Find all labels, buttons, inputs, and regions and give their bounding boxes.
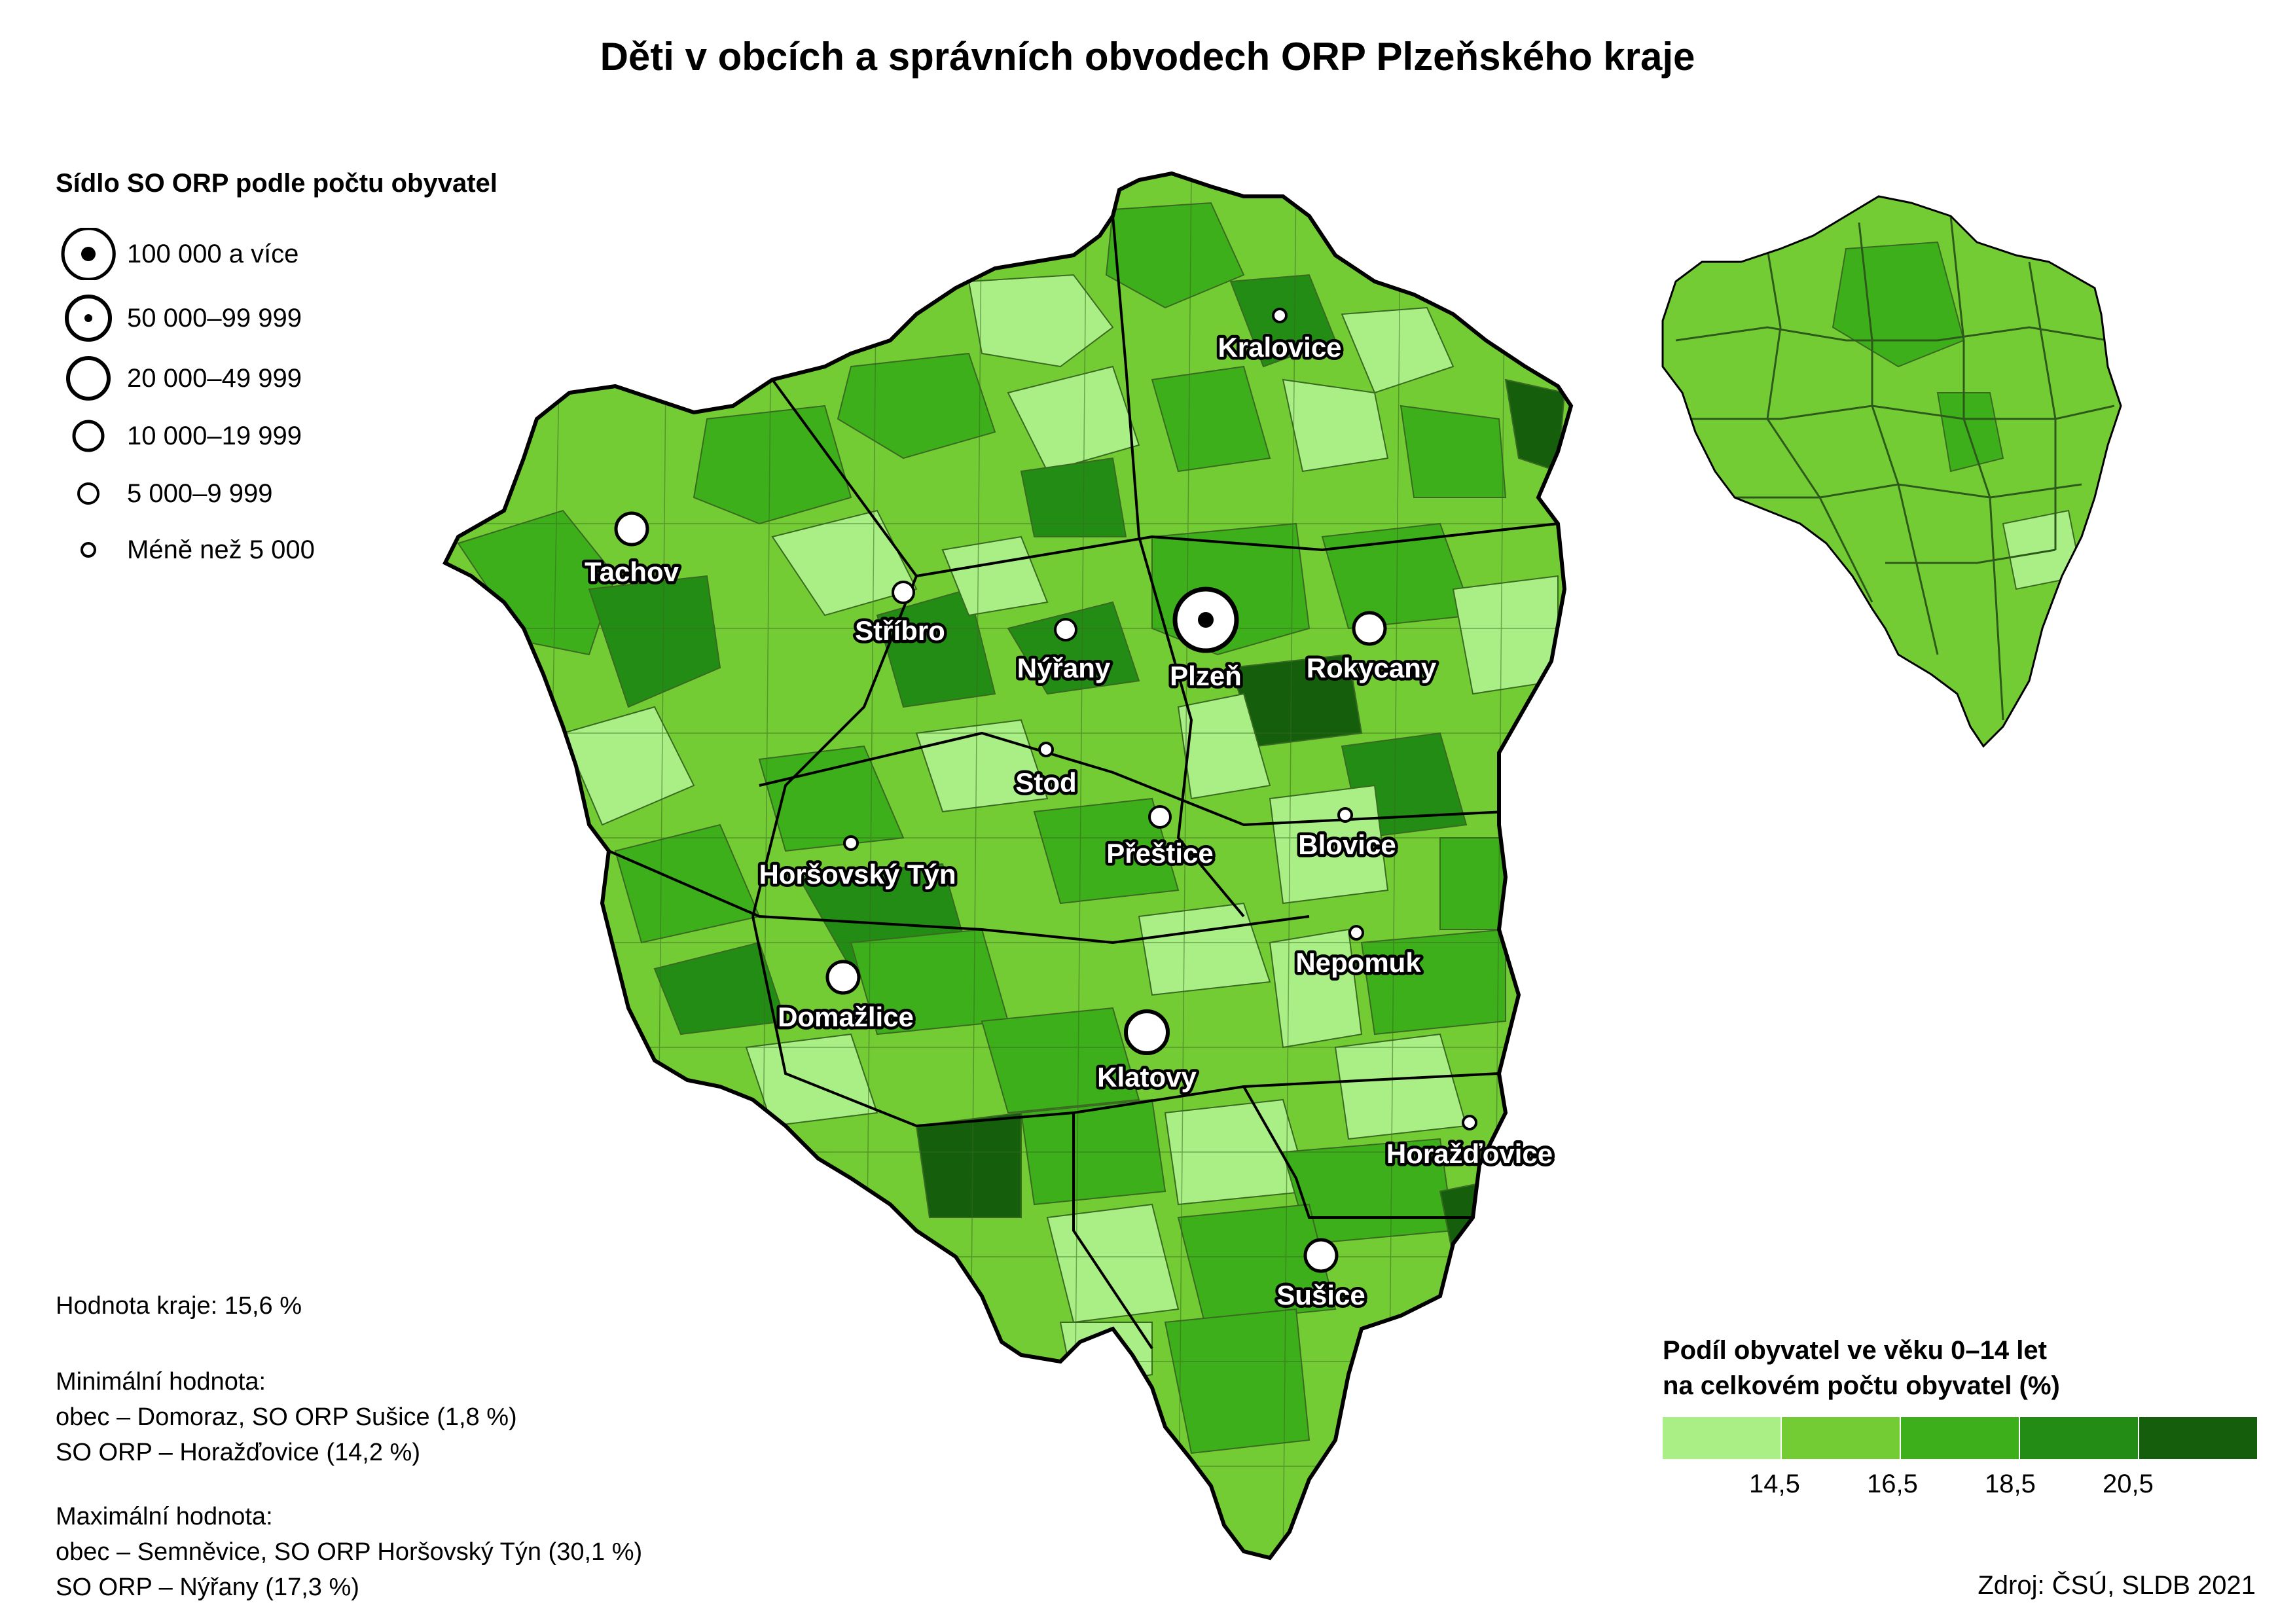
class-break-2: 16,5 (1867, 1470, 1918, 1498)
city-circle-m-icon (52, 467, 124, 520)
size-legend-label: 100 000 a více (127, 239, 299, 268)
city-label-rokycany: Rokycany (1307, 653, 1437, 683)
size-legend-label: 50 000–99 999 (127, 303, 302, 333)
city-circle-xl-icon (52, 352, 124, 405)
city-label-kralovice: Kralovice (1218, 332, 1341, 363)
city-label-stod: Stod (1015, 767, 1076, 798)
stats-region: Hodnota kraje: 15,6 % (56, 1292, 302, 1320)
size-legend-item: 50 000–99 999 (52, 292, 302, 344)
class-box-2 (1782, 1417, 1901, 1459)
class-break-3: 18,5 (1985, 1470, 2036, 1498)
size-legend-label: 10 000–19 999 (127, 421, 302, 450)
city-symbol-large-icon (52, 228, 124, 280)
class-legend-scale (1663, 1417, 2257, 1459)
city-circle-l-icon (52, 410, 124, 462)
city-symbol-tachov (614, 511, 649, 547)
size-legend-item: 100 000 a více (52, 228, 298, 280)
city-label-plzen: Plzeň (1170, 660, 1242, 691)
stats-max-obec: obec – Semněvice, SO ORP Horšovský Týn (… (56, 1538, 643, 1566)
class-box-4 (2020, 1417, 2139, 1459)
city-symbol-stod (1038, 742, 1054, 757)
city-symbol-kralovice (1272, 308, 1288, 323)
city-symbol-horazdovice (1462, 1115, 1477, 1130)
stats-min-orp: SO ORP – Horažďovice (14,2 %) (56, 1439, 420, 1466)
city-circle-s-icon (52, 524, 124, 576)
class-break-1: 14,5 (1749, 1470, 1800, 1498)
stats-max-orp: SO ORP – Nýřany (17,3 %) (56, 1574, 359, 1601)
city-symbol-plzen (1172, 586, 1239, 653)
class-legend-title-line1: Podíl obyvatel ve věku 0–14 let (1663, 1336, 2047, 1365)
size-legend-label: Méně než 5 000 (127, 535, 315, 564)
city-symbol-susice (1303, 1238, 1339, 1273)
stats-min-title: Minimální hodnota: (56, 1368, 266, 1396)
size-legend-title: Sídlo SO ORP podle počtu obyvatel (56, 169, 497, 198)
city-symbols (614, 308, 1477, 1273)
class-box-1 (1663, 1417, 1782, 1459)
stats-max-block: Maximální hodnota: obec – Semněvice, SO … (56, 1499, 642, 1605)
size-legend-label: 5 000–9 999 (127, 478, 273, 508)
class-box-5 (2139, 1417, 2257, 1459)
class-break-4: 20,5 (2103, 1470, 2154, 1498)
city-label-horsovsky-tyn: Horšovský Týn (759, 859, 956, 890)
size-legend-item: 5 000–9 999 (52, 467, 272, 520)
class-legend-title-line2: na celkovém počtu obyvatel (%) (1663, 1371, 2060, 1400)
class-box-3 (1901, 1417, 2020, 1459)
city-label-tachov: Tachov (585, 556, 679, 587)
city-label-stribro: Stříbro (855, 615, 945, 646)
stats-min-block: Minimální hodnota: obec – Domoraz, SO OR… (56, 1364, 517, 1470)
city-symbol-nepomuk (1348, 925, 1364, 941)
source-note: Zdroj: ČSÚ, SLDB 2021 (1978, 1571, 2256, 1600)
stats-max-title: Maximální hodnota: (56, 1503, 273, 1530)
city-label-klatovy: Klatovy (1097, 1062, 1197, 1092)
city-symbol-blovice (1337, 807, 1353, 823)
city-label-blovice: Blovice (1298, 829, 1396, 860)
city-symbol-prestice (1148, 805, 1172, 829)
stats-min-obec: obec – Domoraz, SO ORP Sušice (1,8 %) (56, 1403, 517, 1431)
city-symbol-horsovsky-tyn (843, 835, 859, 851)
size-legend-item: Méně než 5 000 (52, 524, 315, 576)
city-symbol-nyrany (1054, 618, 1077, 641)
city-labels: Kralovice Tachov Stříbro Nýřany Plzeň Ro… (582, 329, 1556, 1314)
size-legend-item: 20 000–49 999 (52, 352, 302, 405)
city-label-horazdovice: Horažďovice (1386, 1138, 1553, 1169)
city-symbol-medium-dot-icon (52, 292, 124, 344)
city-symbol-domazlice (825, 960, 861, 995)
city-label-nepomuk: Nepomuk (1295, 947, 1421, 978)
city-label-domazlice: Domažlice (778, 1001, 914, 1032)
size-legend-item: 10 000–19 999 (52, 410, 302, 462)
map-title: Děti v obcích a správních obvodech ORP P… (600, 35, 1695, 79)
city-label-susice: Sušice (1276, 1280, 1365, 1310)
city-label-prestice: Přeštice (1106, 838, 1213, 869)
size-legend-label: 20 000–49 999 (127, 363, 302, 393)
city-symbol-stribro (892, 581, 915, 604)
city-symbol-klatovy (1124, 1009, 1170, 1055)
class-legend-title: Podíl obyvatel ve věku 0–14 let na celko… (1663, 1333, 2060, 1403)
city-label-nyrany: Nýřany (1017, 653, 1111, 683)
city-symbol-rokycany (1352, 611, 1387, 646)
